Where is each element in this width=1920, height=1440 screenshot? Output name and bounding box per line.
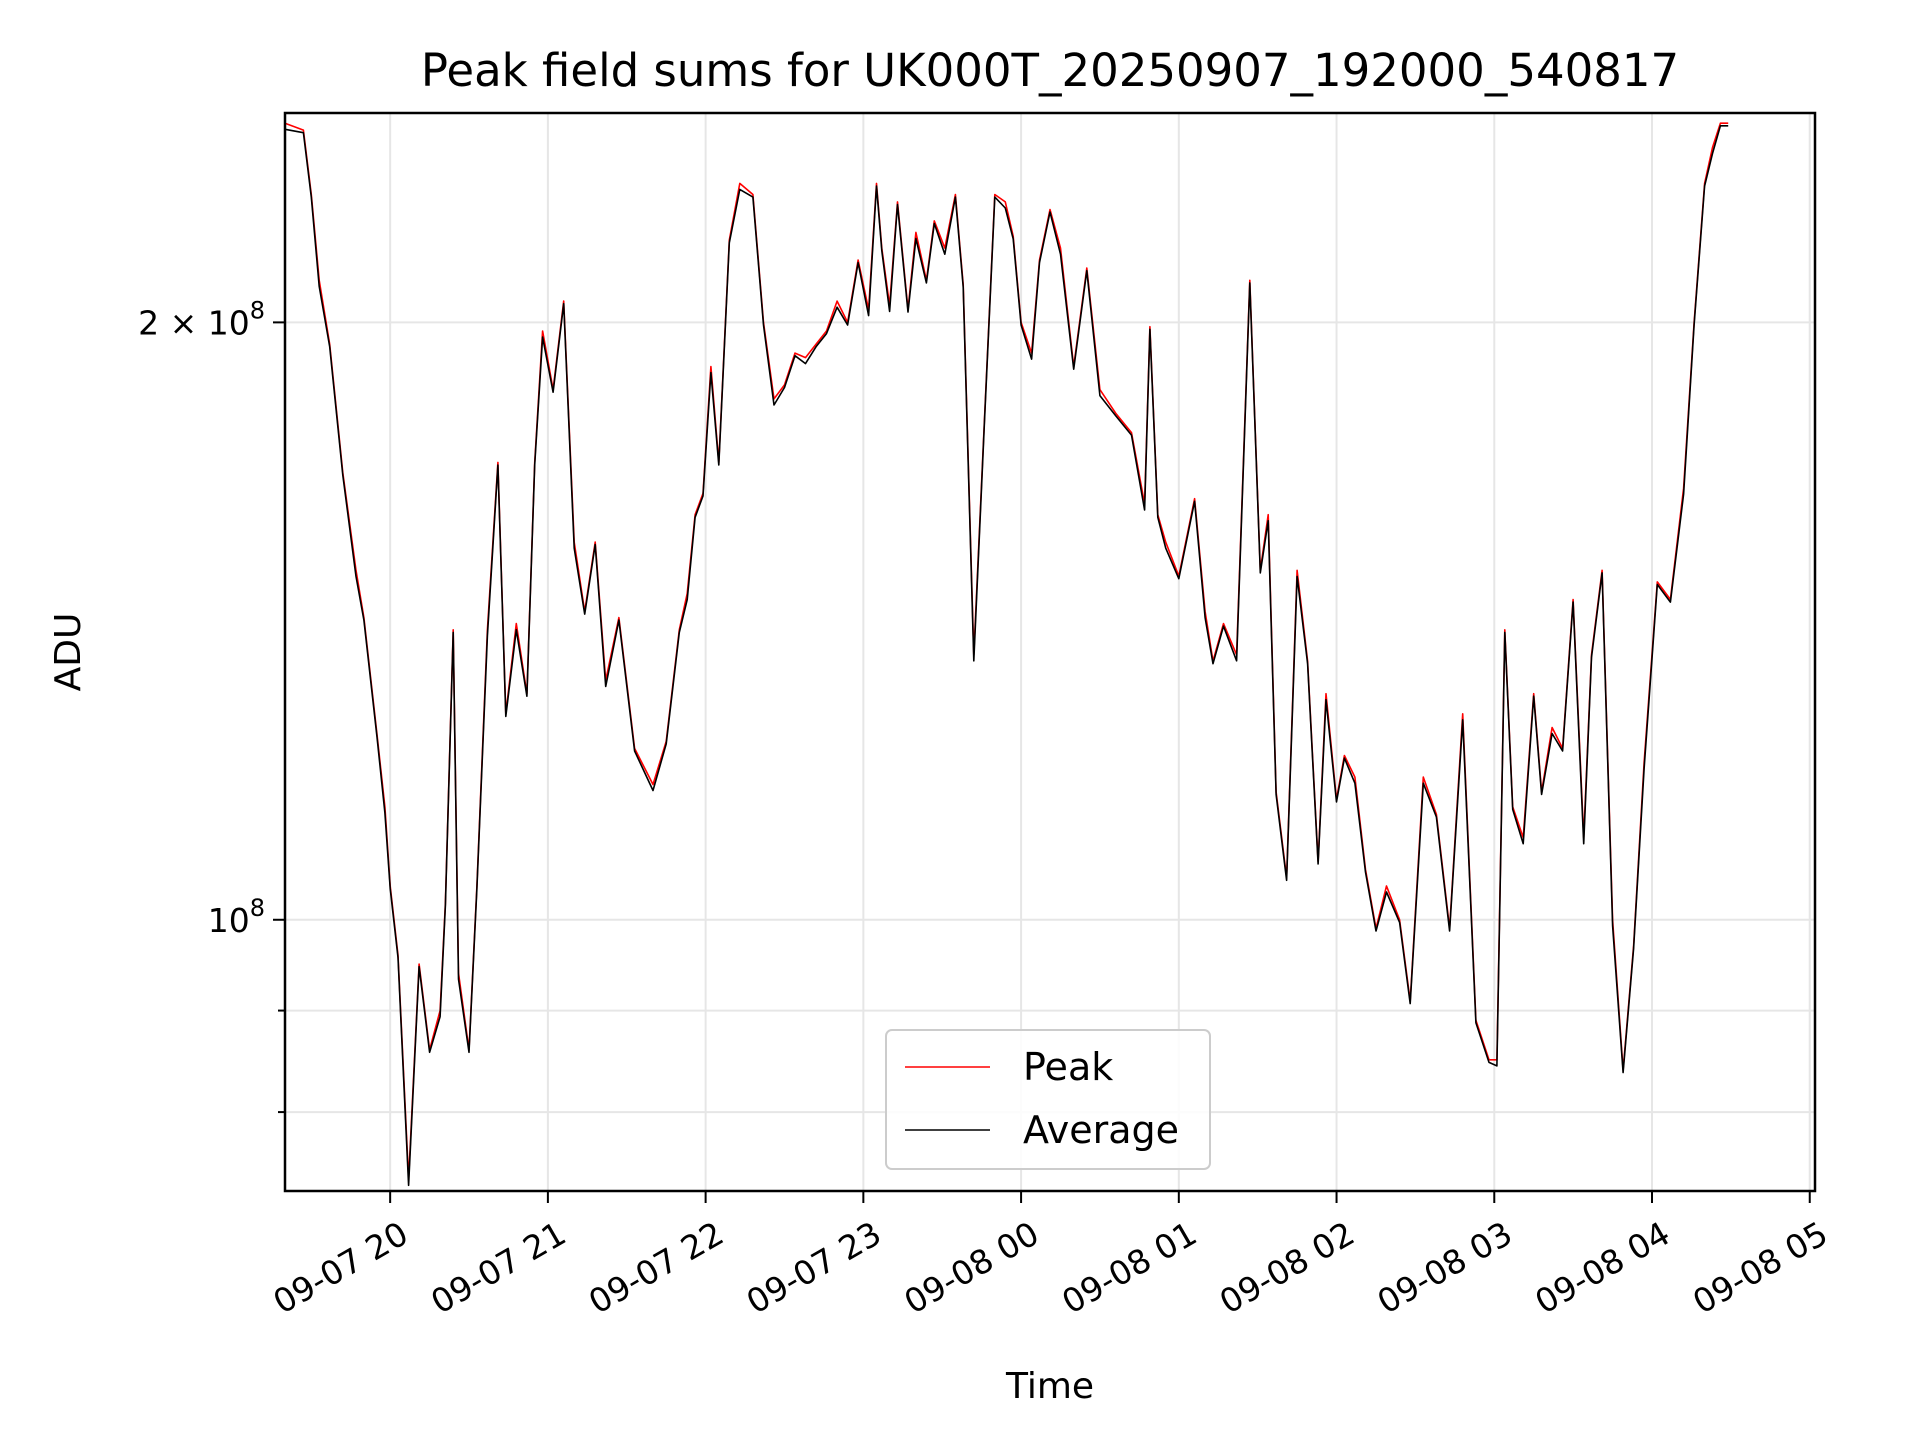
legend-box xyxy=(885,1029,1211,1170)
legend: Peak Average xyxy=(885,1029,1211,1170)
chart-title: Peak field sums for UK000T_20250907_1920… xyxy=(421,44,1679,97)
plot-series xyxy=(284,122,1729,1187)
legend-peak-label: Peak xyxy=(1023,1045,1113,1089)
legend-average-label: Average xyxy=(1023,1108,1179,1152)
y-tick-label-1: 2 × 108 xyxy=(138,296,265,342)
series-line-average xyxy=(284,125,1729,1187)
x-axis-label: Time xyxy=(1005,1366,1094,1407)
y-tick-label-0: 108 xyxy=(208,894,265,940)
y-axis-label: ADU xyxy=(48,613,89,692)
plot-frame xyxy=(283,111,1817,1193)
